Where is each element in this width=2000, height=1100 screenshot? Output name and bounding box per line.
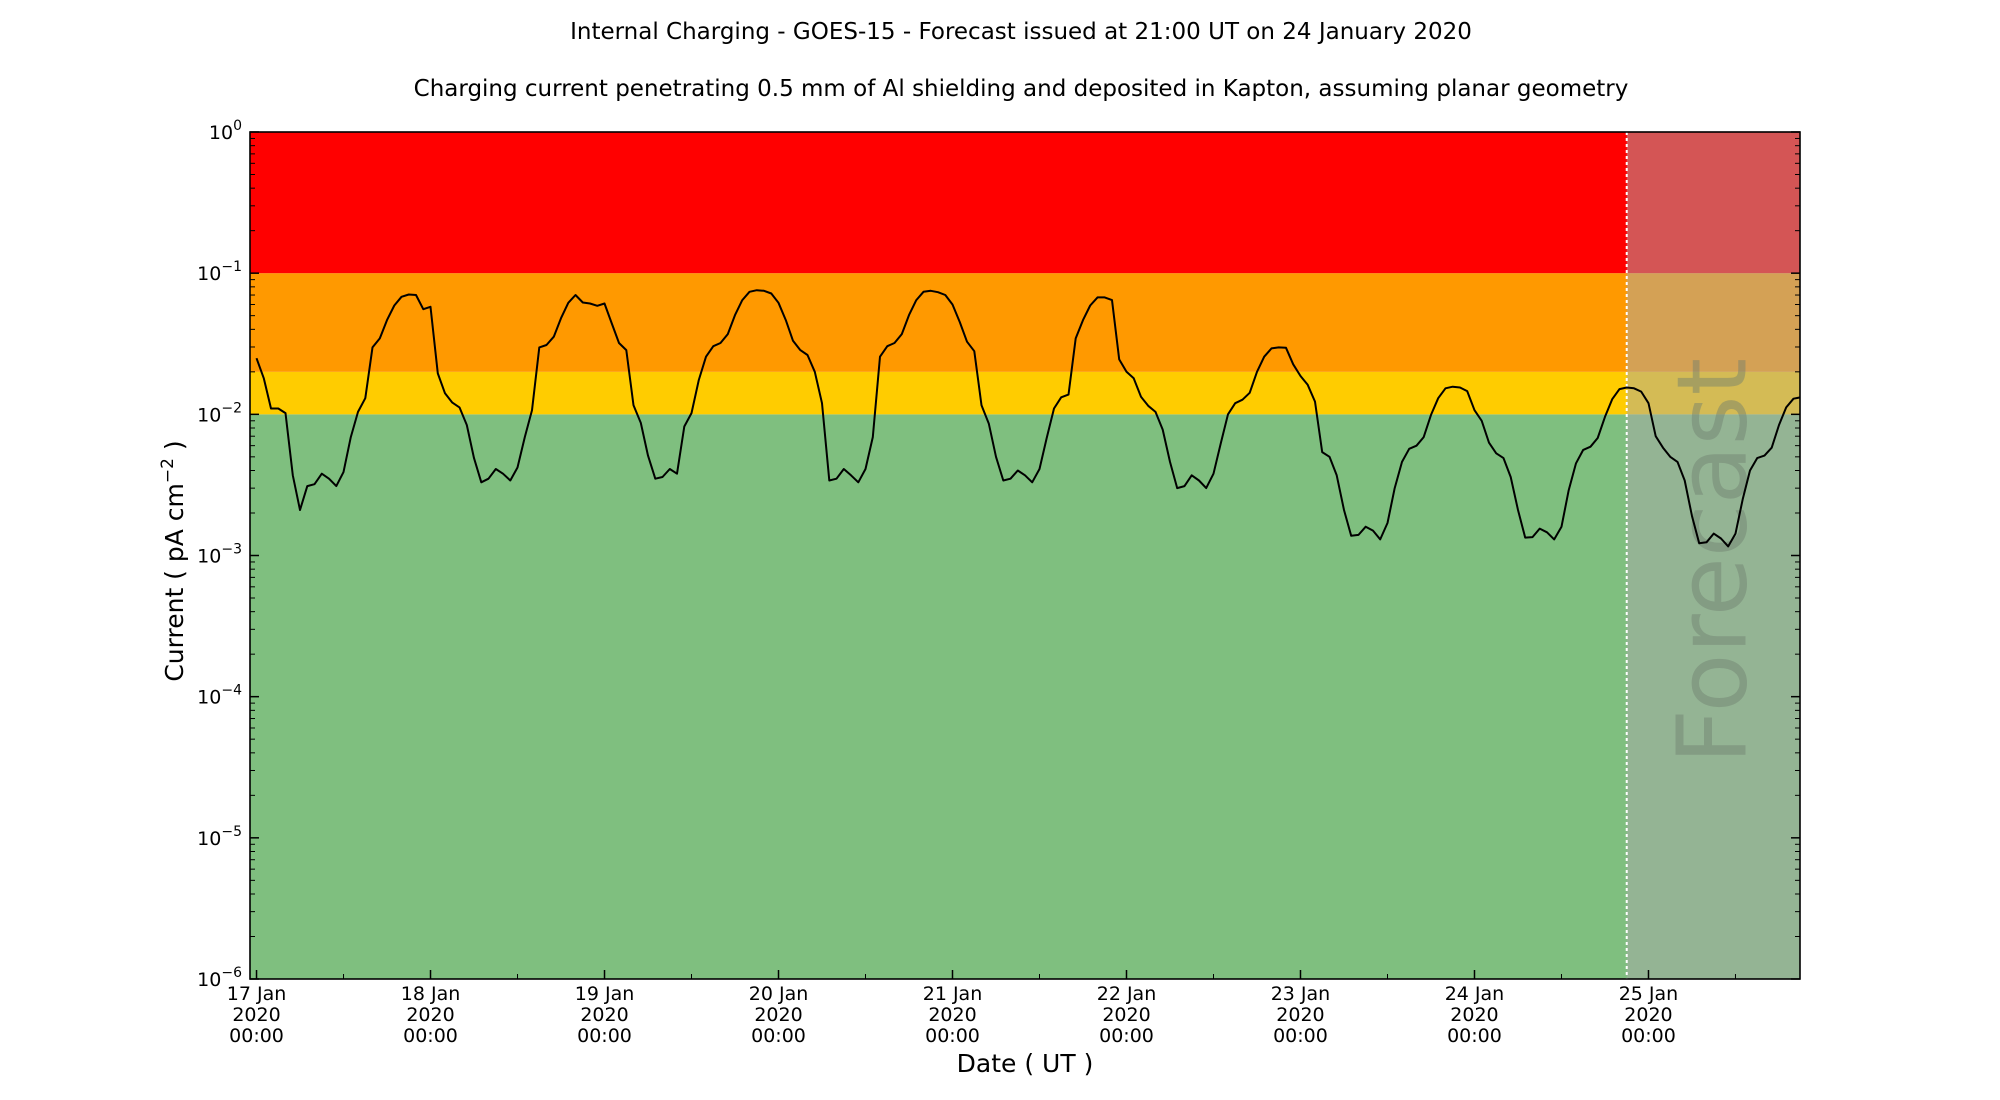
y-tick-label: 10−2 (197, 400, 242, 426)
y-tick-exponent: 0 (233, 118, 242, 134)
x-tick-label: 22 Jan (1097, 983, 1157, 1005)
data-series (255, 289, 1800, 548)
forecast-label: Forecast (1656, 358, 1768, 764)
x-tick-label: 00:00 (1099, 1025, 1154, 1047)
y-axis-label-end: ) (160, 440, 189, 458)
band-orange (250, 273, 1800, 372)
x-tick-label: 25 Jan (1619, 983, 1679, 1005)
y-tick-label: 10−3 (197, 542, 242, 568)
y-tick-exponent: −2 (221, 400, 242, 416)
x-tick-label: 00:00 (925, 1025, 980, 1047)
y-tick-base: 10 (197, 828, 221, 850)
x-tick-label: 00:00 (751, 1025, 806, 1047)
y-tick-exponent: −6 (221, 965, 242, 981)
y-tick-label: 100 (209, 118, 242, 144)
y-tick-base: 10 (197, 263, 221, 285)
x-tick-label: 00:00 (1621, 1025, 1676, 1047)
y-tick-label: 10−5 (197, 824, 242, 850)
y-axis-label-exponent: −2 (158, 458, 178, 483)
y-axis-label: Current ( pA cm−2 ) (158, 440, 189, 681)
x-tick-label: 00:00 (403, 1025, 458, 1047)
x-tick-label: 00:00 (229, 1025, 284, 1047)
y-axis-label-text: Current ( pA cm (160, 483, 189, 682)
y-tick-exponent: −4 (221, 683, 242, 699)
y-tick-label: 10−6 (197, 965, 242, 991)
chart-subtitle: Charging current penetrating 0.5 mm of A… (414, 76, 1629, 102)
band-green (250, 414, 1800, 979)
band-yellow (250, 371, 1800, 415)
x-axis-label: Date ( UT ) (957, 1049, 1094, 1078)
y-tick-exponent: −3 (221, 542, 242, 558)
x-tick-label: 17 Jan (227, 983, 287, 1005)
x-tick-label: 23 Jan (1271, 983, 1331, 1005)
x-tick-label: 00:00 (1447, 1025, 1502, 1047)
x-tick-label: 2020 (928, 1004, 976, 1026)
x-tick-label: 2020 (232, 1004, 280, 1026)
y-tick-exponent: −5 (221, 824, 242, 840)
x-tick-label: 00:00 (1273, 1025, 1328, 1047)
y-tick-base: 10 (197, 969, 221, 991)
band-red (250, 132, 1800, 274)
x-tick-label: 2020 (1624, 1004, 1672, 1026)
y-tick-exponent: −1 (221, 259, 242, 275)
forecast-region: Forecast (1625, 132, 1800, 979)
y-tick-base: 10 (209, 122, 233, 144)
forecast-shade (1626, 132, 1800, 979)
chart-title: Internal Charging - GOES-15 - Forecast i… (570, 19, 1472, 45)
x-tick-label: 18 Jan (401, 983, 461, 1005)
y-tick-base: 10 (197, 546, 221, 568)
x-tick-label: 19 Jan (575, 983, 635, 1005)
y-tick-label: 10−1 (197, 259, 242, 285)
x-tick-label: 21 Jan (923, 983, 983, 1005)
x-tick-label: 2020 (580, 1004, 628, 1026)
risk-bands (250, 132, 1800, 979)
x-tick-label: 2020 (754, 1004, 802, 1026)
y-tick-base: 10 (197, 404, 221, 426)
series-line (255, 289, 1800, 548)
x-tick-label: 2020 (1276, 1004, 1324, 1026)
x-tick-label: 00:00 (577, 1025, 632, 1047)
x-tick-label: 2020 (1102, 1004, 1150, 1026)
x-tick-label: 2020 (1450, 1004, 1498, 1026)
x-tick-label: 20 Jan (749, 983, 809, 1005)
y-tick-base: 10 (197, 687, 221, 709)
x-tick-label: 2020 (406, 1004, 454, 1026)
x-tick-label: 24 Jan (1445, 983, 1505, 1005)
y-tick-label: 10−4 (197, 683, 242, 709)
